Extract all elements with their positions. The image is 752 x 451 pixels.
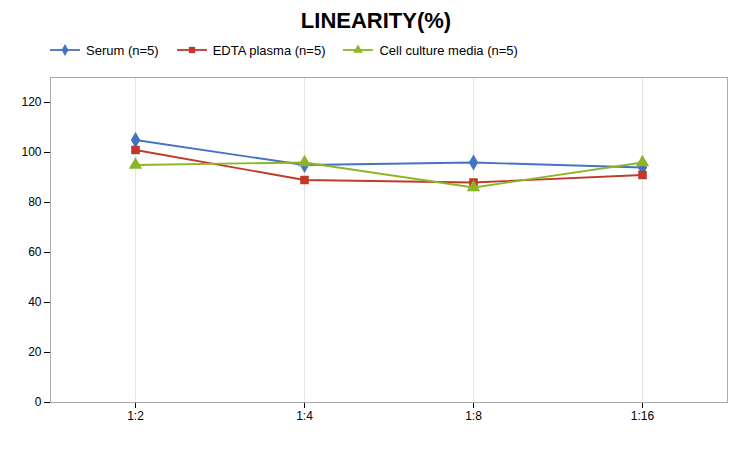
svg-text:1:4: 1:4: [296, 409, 313, 423]
svg-text:1:8: 1:8: [465, 409, 482, 423]
svg-text:100: 100: [21, 145, 41, 159]
svg-text:0: 0: [35, 395, 42, 409]
svg-text:40: 40: [28, 295, 42, 309]
svg-text:1:16: 1:16: [631, 409, 655, 423]
svg-text:20: 20: [28, 345, 42, 359]
svg-text:1:2: 1:2: [127, 409, 144, 423]
html-text:LINEARITY(%): LINEARITY(%): [300, 8, 452, 33]
svg-text:80: 80: [28, 195, 42, 209]
svg-text:120: 120: [21, 95, 41, 109]
html-text:Cell culture media (n=5): Cell culture media (n=5): [379, 42, 518, 58]
html-text:EDTA plasma (n=5): EDTA plasma (n=5): [212, 42, 326, 58]
svg-text:60: 60: [28, 245, 42, 259]
html-text:Serum (n=5): Serum (n=5): [86, 42, 159, 58]
